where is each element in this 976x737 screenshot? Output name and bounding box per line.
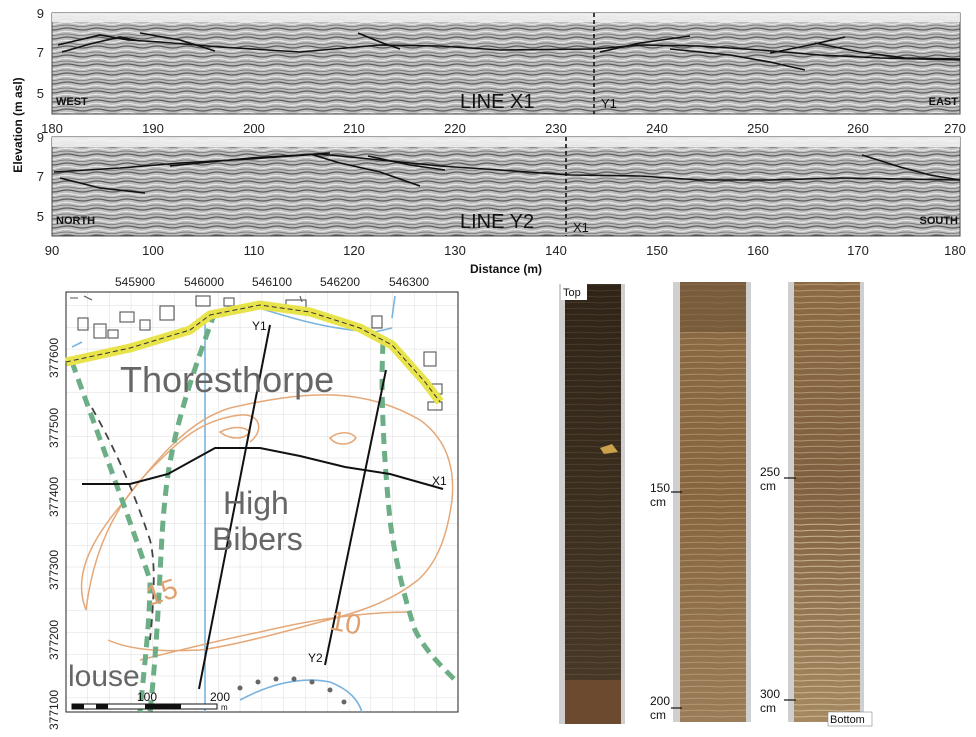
x-axis-title: Distance (m) xyxy=(470,262,542,276)
place-label-house: louse xyxy=(68,660,140,693)
place-label-bibers: Bibers xyxy=(212,521,303,557)
tick-label: 9 xyxy=(37,130,44,145)
depth-250-unit: cm xyxy=(760,479,776,493)
survey-line-y2 xyxy=(324,369,387,666)
scale-label-200: 200 xyxy=(210,690,230,704)
crossing-label-y1: Y1 xyxy=(601,96,617,111)
line-label-y2: Y2 xyxy=(308,651,323,665)
tick-label: 130 xyxy=(444,243,466,258)
tick-label: 180 xyxy=(41,121,63,136)
direction-north: NORTH xyxy=(56,215,95,227)
tick-label: 7 xyxy=(37,45,44,60)
depth-150-unit: cm xyxy=(650,495,666,509)
track xyxy=(91,407,155,641)
gpr-survey-lines xyxy=(82,324,444,690)
tick-label: 546200 xyxy=(320,275,360,289)
tick-label: 220 xyxy=(444,121,466,136)
depth-markers: 150 cm 200 cm 250 cm 300 cm xyxy=(650,465,796,722)
scale-unit: m xyxy=(221,703,228,712)
tick-label: 140 xyxy=(545,243,567,258)
tick-label: 5 xyxy=(37,209,44,224)
panel-title-x1: LINE X1 xyxy=(460,91,534,113)
panel-title-y2: LINE Y2 xyxy=(460,211,534,233)
x-axis-x1: 180 190 200 210 220 230 240 250 260 270 xyxy=(41,121,966,136)
footpath xyxy=(237,676,347,705)
crossing-label-x1: X1 xyxy=(573,220,589,235)
scale-bar: 100 200 m xyxy=(71,690,230,712)
sediment-core-1: Top xyxy=(559,284,625,724)
direction-west: WEST xyxy=(56,96,88,108)
sediment-core-2 xyxy=(673,282,751,722)
sediment-core-3: Bottom xyxy=(788,282,873,727)
tick-label: 546000 xyxy=(184,275,224,289)
map-top-axis: 545900 546000 546100 546200 546300 xyxy=(66,275,458,293)
scale-label-100: 100 xyxy=(137,690,157,704)
tick-label: 377200 xyxy=(47,620,61,660)
depth-200-label: 200 xyxy=(650,694,670,708)
tick-label: 150 xyxy=(646,243,668,258)
site-map: Thoresthorpe High Bibers louse 15 10 Y1 … xyxy=(65,291,459,713)
tick-label: 546100 xyxy=(252,275,292,289)
tick-label: 240 xyxy=(646,121,668,136)
tick-label: 110 xyxy=(244,243,265,258)
tick-label: 100 xyxy=(142,243,164,258)
map-left-axis: 377600 377500 377400 377300 377200 37710… xyxy=(47,338,61,730)
x-axis-y2: 90 100 110 120 130 140 150 160 170 180 xyxy=(45,243,966,258)
tick-label: 260 xyxy=(847,121,869,136)
depth-300-unit: cm xyxy=(760,701,776,715)
place-label-thoresthorpe: Thoresthorpe xyxy=(120,359,334,400)
field-boundaries xyxy=(69,311,457,713)
tick-label: 210 xyxy=(343,121,365,136)
direction-east: EAST xyxy=(929,96,959,108)
depth-300-label: 300 xyxy=(760,687,780,701)
place-label-high: High xyxy=(223,485,289,521)
tick-label: 230 xyxy=(545,121,567,136)
direction-south: SOUTH xyxy=(920,215,959,227)
gpr-panel-line-y2: NORTH SOUTH LINE Y2 X1 xyxy=(51,136,961,237)
interpreted-reflectors-x1 xyxy=(57,32,961,71)
tick-label: 377500 xyxy=(47,408,61,448)
survey-line-y1 xyxy=(198,324,271,690)
depth-150-label: 150 xyxy=(650,481,670,495)
tick-label: 377600 xyxy=(47,338,61,378)
y-axis-y2: 9 7 5 xyxy=(37,130,44,224)
tick-label: 160 xyxy=(747,243,769,258)
tick-label: 190 xyxy=(142,121,164,136)
y-axis-x1: 9 7 5 xyxy=(37,6,44,101)
tick-label: 7 xyxy=(37,169,44,184)
tick-label: 120 xyxy=(343,243,365,258)
core-label-top: Top xyxy=(563,287,581,299)
core-label-bottom: Bottom xyxy=(830,714,865,726)
tick-label: 180 xyxy=(944,243,966,258)
tick-label: 250 xyxy=(747,121,769,136)
tick-label: 377300 xyxy=(47,550,61,590)
tick-label: 90 xyxy=(45,243,59,258)
road xyxy=(65,300,444,405)
gpr-panel-line-x1: WEST EAST LINE X1 Y1 xyxy=(51,12,961,115)
depth-250-label: 250 xyxy=(760,465,780,479)
survey-line-x1 xyxy=(82,447,444,490)
depth-200-unit: cm xyxy=(650,708,666,722)
tick-label: 170 xyxy=(847,243,869,258)
buildings xyxy=(70,295,443,411)
tick-label: 377400 xyxy=(47,477,61,517)
tick-label: 5 xyxy=(37,86,44,101)
tick-label: 546300 xyxy=(389,275,429,289)
tick-label: 9 xyxy=(37,6,44,21)
tick-label: 377100 xyxy=(47,690,61,730)
tick-label: 270 xyxy=(944,121,966,136)
line-label-y1: Y1 xyxy=(252,319,267,333)
line-label-x1: X1 xyxy=(432,474,447,488)
contour-label-10: 10 xyxy=(327,605,363,641)
y-axis-title: Elevation (m asl) xyxy=(11,77,25,172)
interpreted-reflectors-y2 xyxy=(53,152,961,194)
tick-label: 545900 xyxy=(115,275,155,289)
tick-label: 200 xyxy=(243,121,265,136)
